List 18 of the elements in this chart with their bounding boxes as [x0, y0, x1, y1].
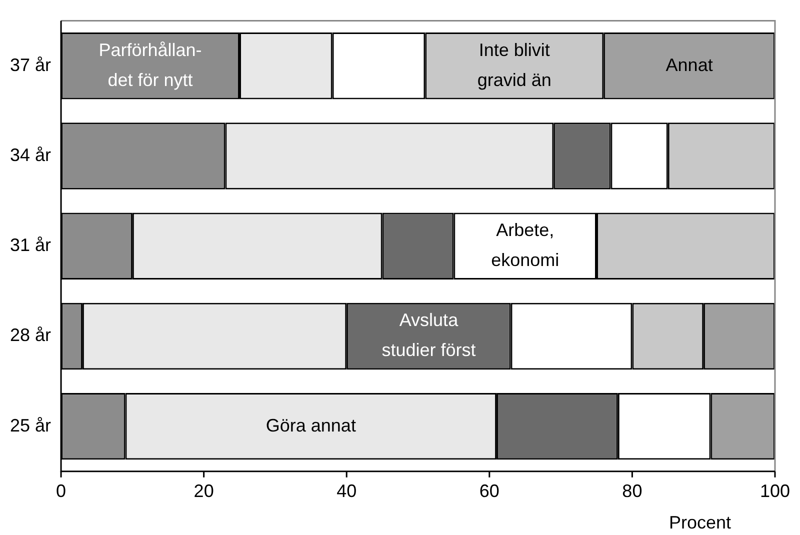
- y-tick-label: 28 år: [10, 325, 52, 346]
- series-label: Inte blivit gravid än: [477, 40, 552, 90]
- y-tick-label: 25 år: [10, 415, 52, 436]
- x-tick-label: 80: [622, 481, 642, 502]
- x-tick-label: 0: [56, 481, 66, 502]
- series-label: Parförhållan- det för nytt: [98, 40, 202, 90]
- series-label: Annat: [666, 54, 713, 75]
- series-label: Avsluta studier först: [382, 310, 476, 360]
- x-axis-title: Procent: [668, 512, 732, 532]
- y-tick-label: 34 år: [10, 144, 52, 165]
- x-tick-label: 100: [760, 481, 790, 502]
- x-tick-label: 20: [194, 481, 214, 502]
- x-tick-label: 60: [479, 481, 500, 502]
- series-label: Göra annat: [266, 415, 356, 436]
- y-tick-label: 31 år: [10, 235, 52, 256]
- series-label: Arbete, ekonomi: [491, 220, 560, 270]
- x-tick-label: 40: [336, 481, 357, 502]
- y-tick-label: 37 år: [10, 54, 52, 75]
